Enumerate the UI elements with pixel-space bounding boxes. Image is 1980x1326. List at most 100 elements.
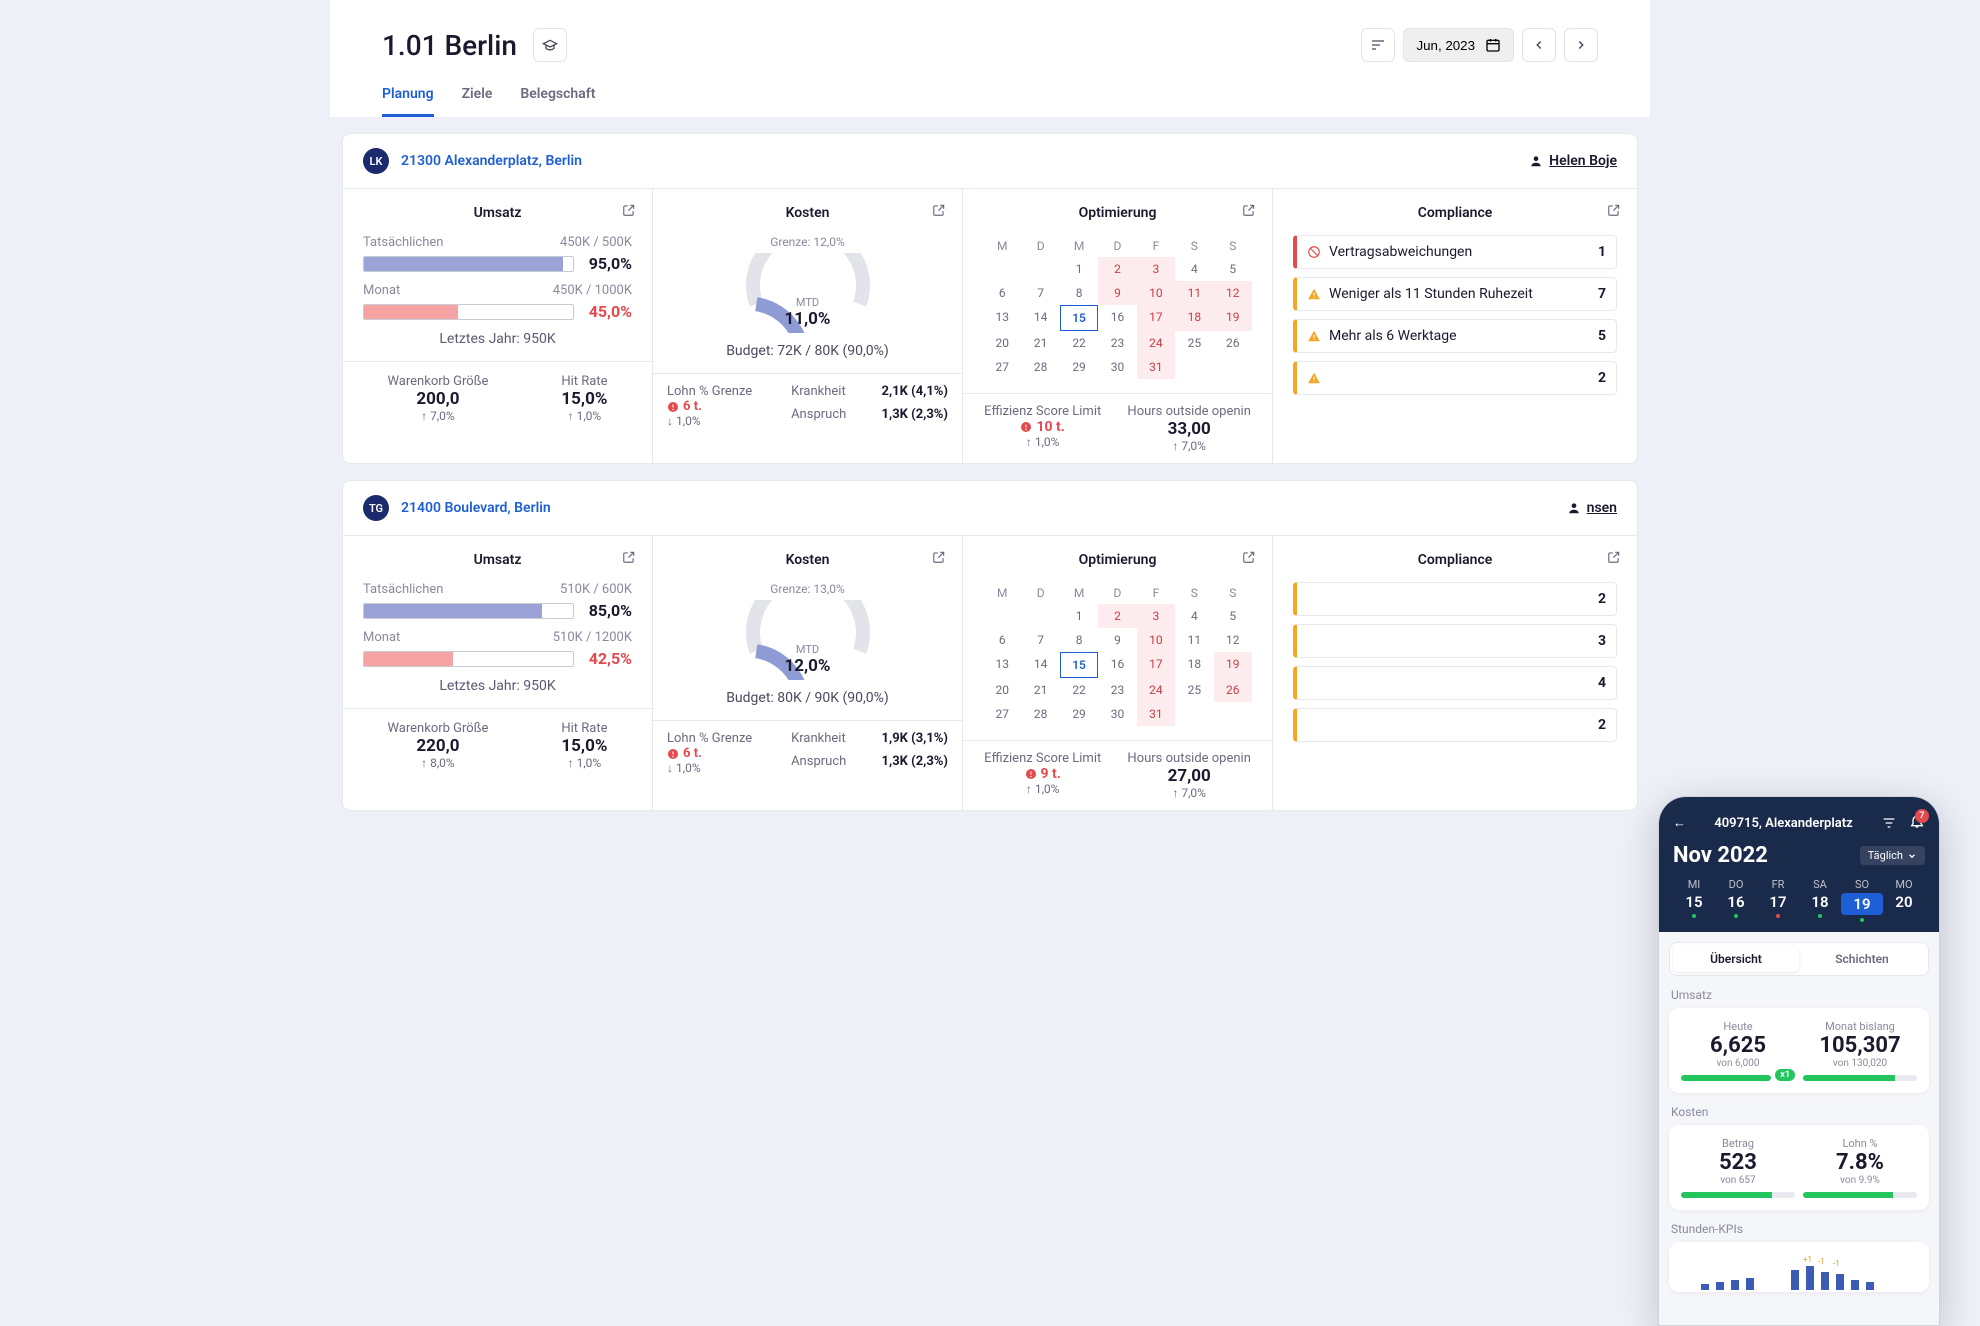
cal-day[interactable]: 21 — [1021, 678, 1059, 702]
cal-day[interactable]: 6 — [983, 281, 1021, 305]
cal-day[interactable]: 16 — [1098, 305, 1136, 331]
external-link-icon[interactable] — [622, 203, 636, 217]
cal-day[interactable]: 12 — [1214, 281, 1252, 305]
cal-day[interactable]: 31 — [1137, 355, 1175, 379]
cal-day[interactable]: 9 — [1098, 281, 1136, 305]
prev-button[interactable] — [1522, 28, 1556, 62]
compliance-item[interactable]: 3 — [1293, 624, 1617, 658]
back-icon[interactable]: ← — [1673, 815, 1686, 831]
cal-day[interactable]: 1 — [1060, 604, 1098, 628]
cal-day[interactable]: 19 — [1214, 652, 1252, 678]
cal-day[interactable]: 15 — [1060, 305, 1098, 331]
tab-planung[interactable]: Planung — [382, 86, 434, 117]
cal-day[interactable]: 5 — [1214, 257, 1252, 281]
cal-day[interactable]: 29 — [1060, 702, 1098, 726]
frequency-pill[interactable]: Täglich — [1860, 846, 1925, 865]
bell-icon[interactable]: 7 — [1909, 813, 1925, 833]
cal-day[interactable]: 10 — [1137, 628, 1175, 652]
cal-day[interactable]: 26 — [1214, 678, 1252, 702]
compliance-item[interactable]: Mehr als 6 Werktage 5 — [1293, 319, 1617, 353]
cal-day[interactable]: 28 — [1021, 355, 1059, 379]
cal-day[interactable]: 8 — [1060, 281, 1098, 305]
cal-day[interactable]: 18 — [1175, 652, 1213, 678]
cal-day[interactable]: 7 — [1021, 628, 1059, 652]
cal-day[interactable]: 30 — [1098, 355, 1136, 379]
tab-ziele[interactable]: Ziele — [462, 86, 493, 117]
cal-day[interactable]: 25 — [1175, 678, 1213, 702]
cal-day[interactable]: 23 — [1098, 331, 1136, 355]
next-button[interactable] — [1564, 28, 1598, 62]
store-name-link[interactable]: 21400 Boulevard, Berlin — [401, 500, 551, 516]
mobile-tab-übersicht[interactable]: Übersicht — [1673, 946, 1799, 972]
cal-day[interactable]: 31 — [1137, 702, 1175, 726]
cal-day[interactable]: 6 — [983, 628, 1021, 652]
cal-day[interactable]: 14 — [1021, 305, 1059, 331]
filter-icon[interactable] — [1881, 815, 1897, 831]
compliance-item[interactable]: Weniger als 11 Stunden Ruhezeit 7 — [1293, 277, 1617, 311]
cal-day[interactable]: 28 — [1021, 702, 1059, 726]
cal-day[interactable]: 5 — [1214, 604, 1252, 628]
mobile-tab-schichten[interactable]: Schichten — [1799, 946, 1925, 972]
cal-day[interactable]: 29 — [1060, 355, 1098, 379]
cal-day[interactable]: 19 — [1214, 305, 1252, 331]
external-link-icon[interactable] — [932, 203, 946, 217]
cal-day[interactable]: 18 — [1175, 305, 1213, 331]
cal-day[interactable]: 12 — [1214, 628, 1252, 652]
cal-day[interactable]: 21 — [1021, 331, 1059, 355]
cal-day[interactable]: 27 — [983, 702, 1021, 726]
external-link-icon[interactable] — [1607, 203, 1621, 217]
education-icon-button[interactable] — [533, 28, 567, 62]
cal-day[interactable] — [1214, 355, 1252, 379]
cal-day[interactable]: 7 — [1021, 281, 1059, 305]
cal-day[interactable]: 13 — [983, 305, 1021, 331]
cal-day[interactable]: 24 — [1137, 331, 1175, 355]
cal-day[interactable]: 20 — [983, 331, 1021, 355]
cal-day[interactable] — [1214, 702, 1252, 726]
external-link-icon[interactable] — [622, 550, 636, 564]
cal-day[interactable]: 17 — [1137, 652, 1175, 678]
cal-day[interactable]: 8 — [1060, 628, 1098, 652]
cal-day[interactable] — [1175, 702, 1213, 726]
compliance-item[interactable]: 2 — [1293, 582, 1617, 616]
cal-day[interactable]: 20 — [983, 678, 1021, 702]
cal-day[interactable]: 2 — [1098, 604, 1136, 628]
cal-day[interactable] — [1021, 257, 1059, 281]
cal-day[interactable]: 4 — [1175, 604, 1213, 628]
date-picker[interactable]: Jun, 2023 — [1403, 28, 1514, 62]
external-link-icon[interactable] — [932, 550, 946, 564]
cal-day[interactable]: 23 — [1098, 678, 1136, 702]
cal-day[interactable]: 17 — [1137, 305, 1175, 331]
cal-day[interactable]: 4 — [1175, 257, 1213, 281]
cal-day[interactable]: 24 — [1137, 678, 1175, 702]
cal-day[interactable]: 26 — [1214, 331, 1252, 355]
cal-day[interactable]: 9 — [1098, 628, 1136, 652]
mobile-day[interactable]: MI15 — [1673, 878, 1715, 922]
mobile-day[interactable]: SA18 — [1799, 878, 1841, 922]
compliance-item[interactable]: 2 — [1293, 361, 1617, 395]
cal-day[interactable]: 14 — [1021, 652, 1059, 678]
cal-day[interactable]: 11 — [1175, 628, 1213, 652]
cal-day[interactable] — [983, 257, 1021, 281]
cal-day[interactable]: 15 — [1060, 652, 1098, 678]
compliance-item[interactable]: 4 — [1293, 666, 1617, 700]
cal-day[interactable]: 13 — [983, 652, 1021, 678]
external-link-icon[interactable] — [1607, 550, 1621, 564]
cal-day[interactable]: 30 — [1098, 702, 1136, 726]
mobile-day[interactable]: DO16 — [1715, 878, 1757, 922]
tab-belegschaft[interactable]: Belegschaft — [520, 86, 595, 117]
cal-day[interactable]: 3 — [1137, 257, 1175, 281]
cal-day[interactable]: 22 — [1060, 331, 1098, 355]
cal-day[interactable]: 2 — [1098, 257, 1136, 281]
cal-day[interactable] — [1021, 604, 1059, 628]
cal-day[interactable] — [983, 604, 1021, 628]
sort-icon-button[interactable] — [1361, 28, 1395, 62]
cal-day[interactable]: 25 — [1175, 331, 1213, 355]
mobile-day[interactable]: MO20 — [1883, 878, 1925, 922]
cal-day[interactable]: 27 — [983, 355, 1021, 379]
mobile-day[interactable]: FR17 — [1757, 878, 1799, 922]
user-link[interactable]: Helen Boje — [1529, 153, 1617, 169]
external-link-icon[interactable] — [1242, 550, 1256, 564]
compliance-item[interactable]: Vertragsabweichungen 1 — [1293, 235, 1617, 269]
mobile-day[interactable]: SO19 — [1841, 878, 1883, 922]
cal-day[interactable]: 11 — [1175, 281, 1213, 305]
